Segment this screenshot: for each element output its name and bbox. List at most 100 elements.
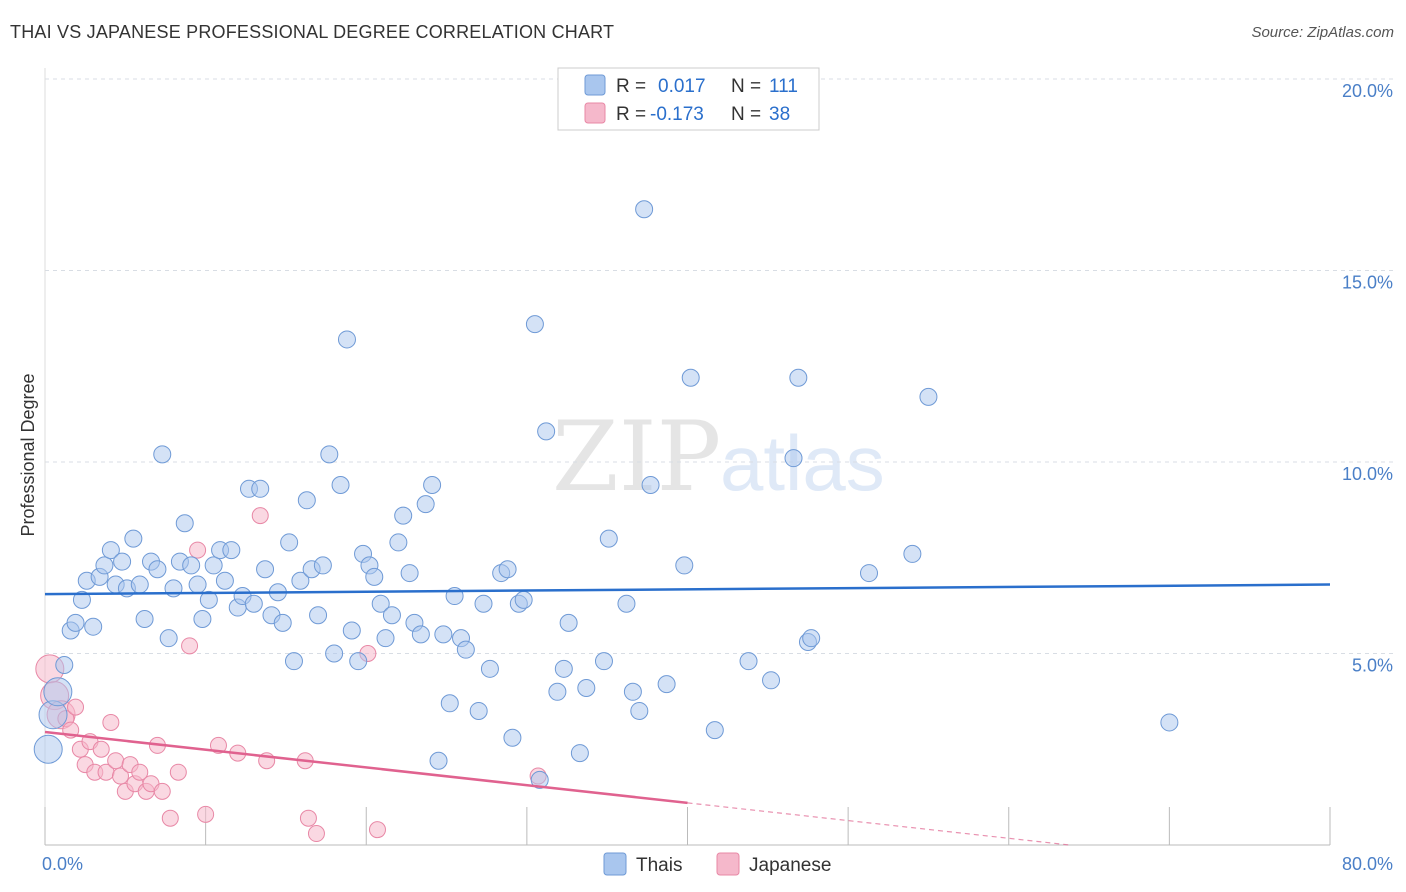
- point-thais-90: [594, 652, 613, 671]
- point-thais-8: [84, 617, 103, 636]
- point-thais-43: [284, 652, 303, 671]
- point-japanese-27: [197, 805, 215, 823]
- point-japanese-26: [189, 541, 207, 559]
- y-tick-label-20: 20.0%: [1342, 81, 1393, 101]
- point-thais-51: [331, 475, 350, 494]
- point-thais-2: [43, 677, 73, 707]
- point-japanese-22: [153, 782, 171, 800]
- legend-swatch-japanese: [584, 102, 606, 124]
- point-thais-74: [469, 701, 488, 720]
- point-japanese-10: [92, 740, 110, 758]
- point-thais-91: [599, 529, 618, 548]
- point-thais-59: [376, 629, 395, 648]
- point-thais-66: [416, 495, 435, 514]
- point-thais-84: [537, 422, 556, 441]
- point-thais-24: [175, 514, 194, 533]
- point-thais-79: [503, 728, 522, 747]
- point-thais-75: [474, 594, 493, 613]
- point-thais-83: [530, 770, 549, 789]
- point-japanese-36: [368, 821, 386, 839]
- point-thais-11: [101, 541, 120, 560]
- gridlines: [45, 78, 1395, 654]
- point-japanese-25: [181, 637, 199, 655]
- point-thais-38: [256, 560, 275, 579]
- point-thais-62: [394, 506, 413, 525]
- point-thais-41: [273, 613, 292, 632]
- point-thais-32: [222, 541, 241, 560]
- watermark-zip: ZIP: [552, 401, 721, 513]
- point-thais-52: [337, 330, 356, 349]
- point-thais-48: [313, 556, 332, 575]
- point-thais-82: [525, 315, 544, 334]
- point-thais-96: [641, 475, 660, 494]
- legend-n-label-japanese: N =: [731, 104, 761, 125]
- point-thais-89: [577, 678, 596, 697]
- y-tick-label-5: 5.0%: [1352, 656, 1393, 676]
- point-thais-31: [215, 571, 234, 590]
- legend-r-value-thais: 0.017: [658, 76, 706, 97]
- point-thais-28: [199, 590, 218, 609]
- point-thais-107: [860, 564, 879, 583]
- point-thais-57: [365, 567, 384, 586]
- point-thais-5: [66, 613, 85, 632]
- point-thais-68: [429, 751, 448, 770]
- point-thais-100: [705, 721, 724, 740]
- point-thais-16: [130, 575, 149, 594]
- point-thais-6: [72, 590, 91, 609]
- legend-n-value-thais: 111: [769, 76, 798, 97]
- point-thais-25: [182, 556, 201, 575]
- point-thais-73: [456, 640, 475, 659]
- point-thais-99: [681, 368, 700, 387]
- point-japanese-5: [67, 698, 85, 716]
- point-japanese-14: [111, 767, 129, 785]
- point-thais-3: [55, 655, 74, 674]
- point-thais-63: [400, 564, 419, 583]
- point-thais-88: [570, 744, 589, 763]
- point-thais-19: [148, 560, 167, 579]
- point-thais-97: [657, 675, 676, 694]
- trend-line-japanese-extension: [687, 802, 1070, 846]
- trend-lines: [44, 583, 1331, 846]
- point-thais-13: [113, 552, 132, 571]
- bottom-legend-label-thais: Thais: [636, 855, 682, 876]
- point-thais-92: [617, 594, 636, 613]
- point-thais-61: [389, 533, 408, 552]
- point-japanese-12: [102, 713, 120, 731]
- point-japanese-23: [161, 809, 179, 827]
- point-thais-36: [244, 594, 263, 613]
- point-thais-86: [554, 659, 573, 678]
- point-thais-104: [789, 368, 808, 387]
- point-thais-93: [623, 682, 642, 701]
- x-tick-label-0: 0.0%: [42, 854, 83, 874]
- point-thais-10: [95, 556, 114, 575]
- point-thais-103: [784, 449, 803, 468]
- source-label: Source: ZipAtlas.com: [1251, 24, 1394, 41]
- point-thais-94: [630, 701, 649, 720]
- watermark-atlas: atlas: [720, 419, 885, 507]
- point-thais-47: [309, 606, 328, 625]
- point-japanese-33: [299, 809, 317, 827]
- point-thais-106: [802, 629, 821, 648]
- point-thais-50: [325, 644, 344, 663]
- point-thais-110: [1160, 713, 1179, 732]
- legend-r-label-thais: R =: [616, 76, 646, 97]
- point-thais-70: [440, 694, 459, 713]
- x-tick-label-80: 80.0%: [1342, 854, 1393, 874]
- bottom-legend-swatch-thais: [603, 852, 627, 876]
- y-axis-title: Professional Degree: [18, 373, 38, 536]
- point-thais-53: [342, 621, 361, 640]
- point-thais-95: [635, 200, 654, 219]
- point-thais-102: [762, 671, 781, 690]
- y-tick-label-10: 10.0%: [1342, 464, 1393, 484]
- point-japanese-24: [169, 763, 187, 781]
- point-japanese-18: [131, 763, 149, 781]
- trend-line-thais: [44, 583, 1331, 596]
- point-thais-42: [280, 533, 299, 552]
- bottom-legend-label-japanese: Japanese: [749, 855, 831, 876]
- point-thais-101: [739, 652, 758, 671]
- point-japanese-34: [307, 825, 325, 843]
- bottom-legend-swatch-japanese: [716, 852, 740, 876]
- watermark: ZIP atlas: [552, 401, 885, 513]
- point-thais-69: [434, 625, 453, 644]
